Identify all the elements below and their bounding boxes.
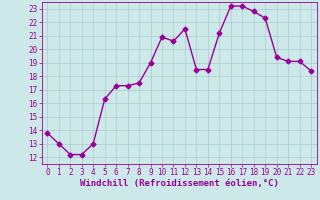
X-axis label: Windchill (Refroidissement éolien,°C): Windchill (Refroidissement éolien,°C) <box>80 179 279 188</box>
